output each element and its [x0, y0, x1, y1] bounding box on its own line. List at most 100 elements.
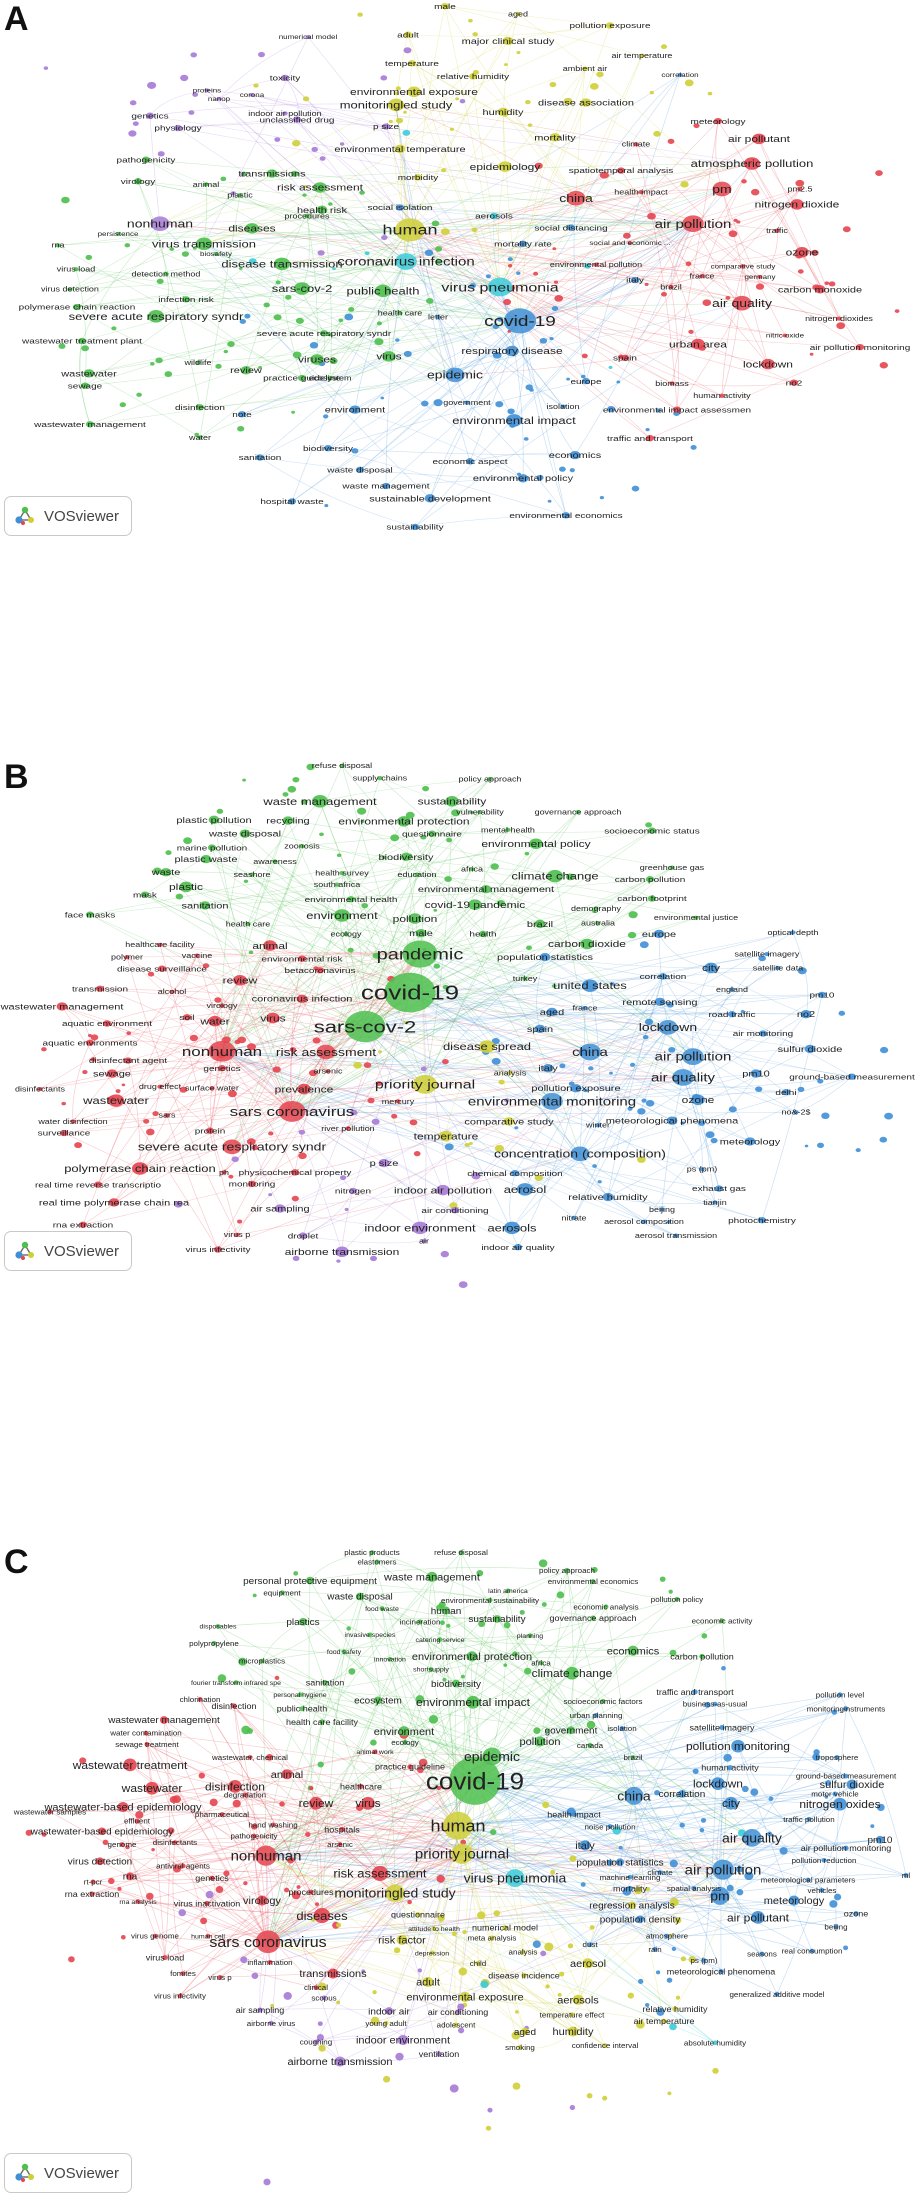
network-node[interactable] — [424, 494, 436, 503]
network-node[interactable] — [647, 212, 656, 220]
network-node[interactable] — [790, 199, 804, 210]
keyword-label[interactable]: equipment — [263, 1589, 301, 1598]
keyword-label[interactable]: mental health — [481, 826, 535, 834]
keyword-label[interactable]: road traffic — [708, 1010, 756, 1019]
keyword-label[interactable]: microplastics — [239, 1657, 285, 1666]
network-node[interactable] — [383, 2075, 391, 2083]
keyword-label[interactable]: adult — [416, 1977, 440, 1989]
keyword-label[interactable]: elastomers — [357, 1558, 396, 1567]
network-node[interactable] — [121, 1083, 126, 1087]
keyword-label[interactable]: city — [702, 963, 721, 973]
keyword-label[interactable]: china — [572, 1046, 608, 1059]
network-node[interactable] — [415, 1912, 421, 1918]
network-node[interactable] — [402, 1740, 408, 1745]
network-node[interactable] — [420, 1066, 427, 1072]
keyword-label[interactable]: aquatic environments — [43, 1039, 139, 1048]
keyword-label[interactable]: sewage — [68, 382, 102, 391]
keyword-label[interactable]: environment — [374, 1726, 435, 1738]
network-node[interactable] — [569, 2012, 575, 2018]
network-node[interactable] — [855, 1148, 861, 1153]
network-node[interactable] — [549, 81, 557, 88]
network-node[interactable] — [153, 867, 162, 875]
network-node[interactable] — [195, 237, 213, 251]
network-node[interactable] — [180, 1863, 186, 1869]
keyword-label[interactable]: environmental policy — [481, 839, 591, 849]
keyword-label[interactable]: economics — [607, 1646, 660, 1658]
keyword-label[interactable]: biodiversity — [303, 444, 354, 453]
network-node[interactable] — [468, 73, 478, 80]
network-node[interactable] — [195, 404, 205, 411]
network-node[interactable] — [383, 2020, 389, 2026]
keyword-label[interactable]: demography — [571, 905, 621, 913]
network-node[interactable] — [381, 855, 387, 860]
network-node[interactable] — [334, 882, 340, 887]
network-node[interactable] — [579, 1840, 591, 1851]
keyword-label[interactable]: vaccine — [182, 952, 213, 960]
network-node[interactable] — [875, 1835, 885, 1844]
keyword-label[interactable]: face masks — [65, 910, 116, 919]
network-node[interactable] — [505, 1869, 525, 1888]
keyword-label[interactable]: ps (pm) — [690, 1956, 718, 1965]
network-node[interactable] — [540, 1950, 547, 1957]
keyword-label[interactable]: mask — [133, 890, 157, 899]
network-node[interactable] — [287, 498, 297, 505]
keyword-label[interactable]: viruses — [298, 355, 336, 365]
network-node[interactable] — [255, 1845, 277, 1866]
keyword-label[interactable]: air quality — [712, 297, 773, 309]
network-node[interactable] — [340, 1175, 347, 1181]
keyword-label[interactable]: meteorological phenomena — [667, 1967, 776, 1977]
keyword-label[interactable]: aerosol transmission — [635, 1232, 717, 1240]
network-node[interactable] — [512, 2082, 521, 2090]
keyword-label[interactable]: isolation — [607, 1724, 636, 1733]
network-node[interactable] — [755, 283, 765, 290]
network-node[interactable] — [609, 1071, 613, 1075]
network-node[interactable] — [690, 445, 697, 450]
network-node[interactable] — [372, 1990, 377, 1995]
keyword-label[interactable]: procedures — [289, 1887, 335, 1897]
keyword-label[interactable]: mercury — [382, 1098, 414, 1106]
network-node[interactable] — [567, 2026, 579, 2037]
network-node[interactable] — [322, 1680, 328, 1686]
network-node[interactable] — [243, 879, 249, 883]
keyword-label[interactable]: absolute humidity — [684, 2039, 746, 2048]
keyword-label[interactable]: pollution — [393, 914, 438, 924]
network-node[interactable] — [179, 881, 193, 893]
network-node[interactable] — [395, 253, 417, 270]
keyword-label[interactable]: genetics — [195, 1873, 229, 1883]
network-node[interactable] — [529, 838, 543, 849]
keyword-label[interactable]: mortality — [534, 133, 576, 143]
keyword-label[interactable]: severe acute respiratory syndr — [69, 311, 244, 322]
network-node[interactable] — [173, 124, 183, 132]
keyword-label[interactable]: dust — [582, 1940, 598, 1949]
network-node[interactable] — [55, 243, 61, 248]
network-node[interactable] — [287, 1856, 295, 1864]
network-node[interactable] — [563, 97, 573, 105]
keyword-label[interactable]: satellite data — [753, 964, 804, 972]
network-node[interactable] — [323, 445, 333, 452]
network-node[interactable] — [743, 157, 761, 170]
network-node[interactable] — [181, 296, 191, 303]
keyword-label[interactable]: human cell — [191, 1934, 225, 1941]
network-node[interactable] — [465, 458, 475, 465]
network-node[interactable] — [879, 362, 888, 369]
keyword-label[interactable]: virus — [260, 1014, 285, 1024]
keyword-label[interactable]: troposphere — [816, 1753, 859, 1762]
network-node[interactable] — [407, 60, 417, 67]
network-node[interactable] — [804, 1144, 809, 1148]
network-node[interactable] — [669, 1933, 673, 1938]
network-node[interactable] — [238, 1657, 247, 1666]
network-node[interactable] — [266, 169, 278, 178]
network-node[interactable] — [374, 284, 392, 298]
network-node[interactable] — [251, 1823, 258, 1830]
network-node[interactable] — [43, 66, 49, 70]
network-node[interactable] — [652, 1946, 658, 1952]
network-node[interactable] — [272, 859, 278, 864]
network-node[interactable] — [512, 1651, 518, 1657]
network-node[interactable] — [119, 402, 127, 408]
network-node[interactable] — [580, 1882, 586, 1887]
network-node[interactable] — [370, 1739, 377, 1746]
network-node[interactable] — [216, 96, 222, 101]
keyword-label[interactable]: pm10 — [868, 1835, 893, 1846]
keyword-label[interactable]: isolation — [547, 403, 580, 411]
keyword-label[interactable]: pm10 — [809, 991, 834, 1000]
